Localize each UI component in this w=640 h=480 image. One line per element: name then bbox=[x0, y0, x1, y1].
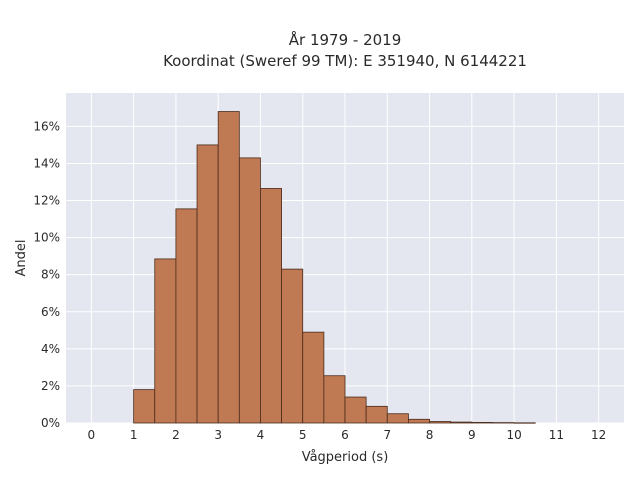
histogram-bar-13 bbox=[408, 418, 430, 424]
x-axis-label: Vågperiod (s) bbox=[302, 450, 389, 465]
histogram-bar-4 bbox=[217, 111, 240, 424]
histogram-bar-10 bbox=[344, 396, 367, 424]
x-tick-label-4: 4 bbox=[257, 428, 265, 442]
x-tick-label-6: 6 bbox=[341, 428, 349, 442]
histogram-bar-11 bbox=[365, 405, 388, 424]
y-axis-ticks: 0% 2% 4% 6% 8% 10% 12% 14% 16% bbox=[33, 119, 60, 430]
x-tick-label-3: 3 bbox=[214, 428, 222, 442]
histogram-bar-15 bbox=[450, 421, 473, 424]
histogram-bar-7 bbox=[281, 268, 304, 424]
x-tick-label-8: 8 bbox=[426, 428, 434, 442]
x-tick-label-9: 9 bbox=[468, 428, 476, 442]
y-tick-label-7: 14% bbox=[33, 156, 60, 170]
histogram-bar-6 bbox=[260, 188, 282, 424]
y-tick-label-6: 12% bbox=[33, 194, 60, 208]
x-tick-label-2: 2 bbox=[172, 428, 180, 442]
x-tick-label-11: 11 bbox=[549, 428, 564, 442]
histogram-bar-16 bbox=[471, 422, 494, 424]
histogram-bar-3 bbox=[196, 144, 219, 424]
histogram-bar-12 bbox=[386, 413, 409, 424]
x-tick-label-10: 10 bbox=[506, 428, 521, 442]
x-tick-label-1: 1 bbox=[130, 428, 138, 442]
y-tick-label-4: 8% bbox=[41, 268, 60, 282]
histogram-bar-9 bbox=[323, 375, 346, 424]
x-tick-label-0: 0 bbox=[88, 428, 96, 442]
y-tick-label-3: 6% bbox=[41, 305, 60, 319]
x-axis-ticks: 0 1 2 3 4 5 6 7 8 9 10 11 12 bbox=[88, 428, 607, 442]
histogram-bar-0 bbox=[133, 389, 156, 424]
histogram-bar-14 bbox=[429, 421, 452, 424]
y-tick-label-0: 0% bbox=[41, 416, 60, 430]
chart-title-line-2: Koordinat (Sweref 99 TM): E 351940, N 61… bbox=[163, 52, 527, 70]
y-tick-label-8: 16% bbox=[33, 119, 60, 133]
y-tick-label-1: 2% bbox=[41, 379, 60, 393]
y-tick-label-5: 10% bbox=[33, 231, 60, 245]
y-axis-label: Andel bbox=[14, 240, 29, 277]
histogram-bars bbox=[133, 111, 536, 424]
x-tick-label-5: 5 bbox=[299, 428, 307, 442]
chart-title-line-1: År 1979 - 2019 bbox=[289, 30, 402, 49]
x-tick-label-7: 7 bbox=[383, 428, 391, 442]
histogram-bar-5 bbox=[238, 157, 261, 424]
histogram-bar-1 bbox=[154, 258, 177, 424]
histogram-bar-2 bbox=[175, 208, 198, 424]
histogram-bar-8 bbox=[302, 331, 325, 424]
x-tick-label-12: 12 bbox=[591, 428, 606, 442]
y-tick-label-2: 4% bbox=[41, 342, 60, 356]
